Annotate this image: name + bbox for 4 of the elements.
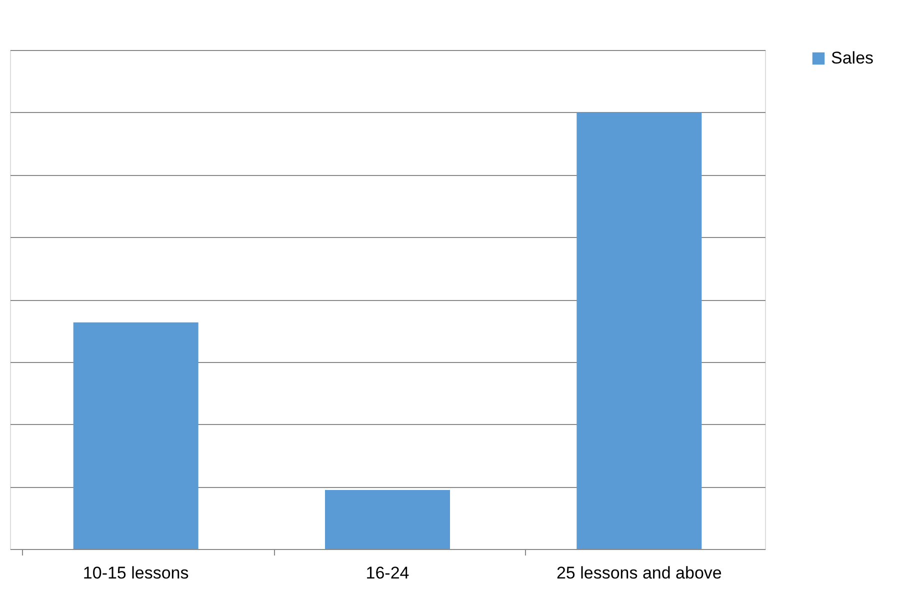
x-tick-label: 10-15 lessons [82,564,189,582]
legend-label: Sales [831,48,874,68]
x-tick-label: 16-24 [366,564,410,582]
x-tick-label: 25 lessons and above [556,564,722,582]
